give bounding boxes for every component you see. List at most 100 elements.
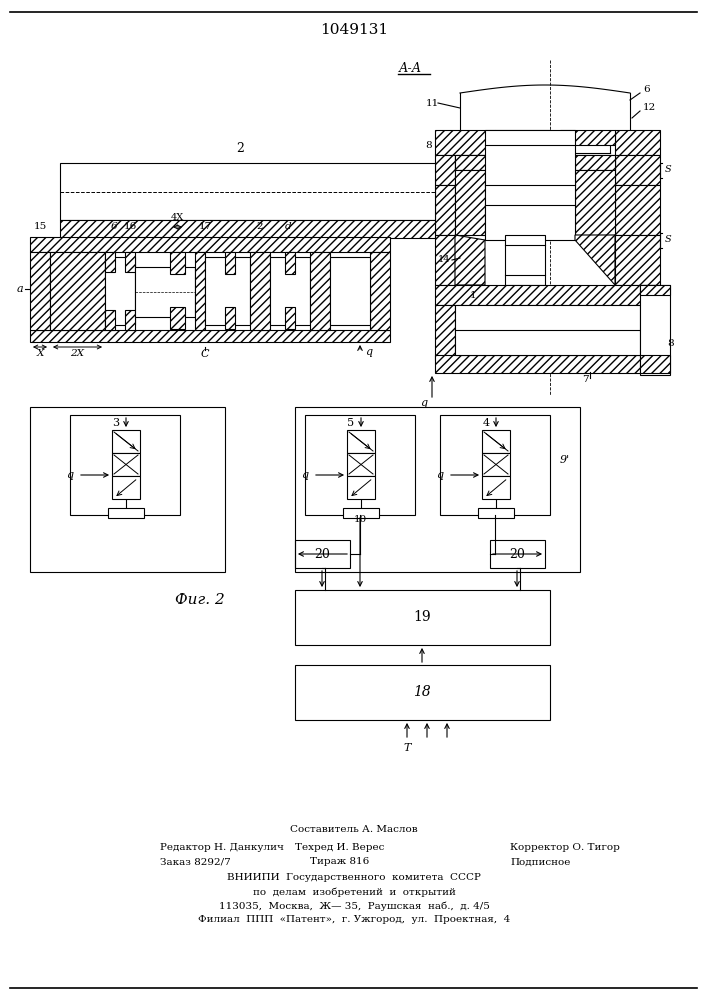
- Bar: [640, 305, 660, 360]
- Text: ВНИИПИ  Государственного  комитета  СССР: ВНИИПИ Государственного комитета СССР: [227, 874, 481, 882]
- Text: q: q: [420, 398, 427, 408]
- Bar: [615, 155, 660, 185]
- Text: 8: 8: [667, 338, 674, 348]
- Polygon shape: [455, 235, 485, 285]
- Bar: [30, 330, 390, 342]
- Bar: [482, 476, 510, 499]
- Bar: [30, 252, 50, 330]
- Text: 20: 20: [314, 548, 330, 560]
- Bar: [435, 235, 455, 285]
- Text: 7: 7: [582, 375, 588, 384]
- Bar: [560, 130, 615, 145]
- Bar: [615, 185, 660, 235]
- Bar: [285, 307, 295, 329]
- Bar: [575, 170, 615, 235]
- Bar: [112, 430, 140, 453]
- Text: 11: 11: [426, 99, 438, 107]
- Bar: [310, 252, 330, 330]
- Bar: [485, 130, 575, 240]
- Text: 10: 10: [354, 516, 367, 524]
- Bar: [575, 155, 615, 170]
- Bar: [440, 415, 550, 515]
- Bar: [343, 508, 379, 518]
- Bar: [482, 453, 510, 476]
- Text: 4X: 4X: [170, 213, 184, 222]
- Text: q: q: [436, 470, 443, 480]
- Bar: [125, 252, 135, 272]
- Text: S: S: [665, 235, 672, 244]
- Text: Составитель А. Маслов: Составитель А. Маслов: [290, 826, 418, 834]
- Text: 1049131: 1049131: [320, 23, 388, 37]
- Text: Тираж 816: Тираж 816: [310, 857, 370, 866]
- Bar: [640, 285, 670, 375]
- Bar: [30, 407, 225, 572]
- Bar: [30, 237, 390, 252]
- Bar: [105, 257, 135, 325]
- Bar: [295, 407, 580, 572]
- Bar: [112, 476, 140, 499]
- Text: q: q: [301, 470, 308, 480]
- Bar: [435, 285, 660, 305]
- Text: по  делам  изобретений  и  открытий: по делам изобретений и открытий: [252, 887, 455, 897]
- Text: 5: 5: [347, 418, 355, 428]
- Bar: [478, 508, 514, 518]
- Bar: [60, 220, 435, 238]
- Text: 2: 2: [236, 141, 244, 154]
- Text: 6: 6: [111, 222, 117, 231]
- Bar: [195, 252, 205, 330]
- Bar: [615, 235, 660, 285]
- Text: 4: 4: [482, 418, 489, 428]
- Text: 12: 12: [643, 104, 656, 112]
- Text: 19: 19: [413, 610, 431, 624]
- Text: Подписное: Подписное: [510, 857, 571, 866]
- Bar: [347, 453, 375, 476]
- Bar: [105, 310, 115, 330]
- Bar: [125, 310, 135, 330]
- Bar: [435, 155, 455, 185]
- Text: Заказ 8292/7: Заказ 8292/7: [160, 857, 230, 866]
- Bar: [295, 590, 550, 645]
- Bar: [60, 163, 435, 220]
- Text: 15: 15: [33, 222, 47, 231]
- Polygon shape: [575, 235, 615, 285]
- Bar: [205, 257, 250, 325]
- Bar: [455, 155, 615, 170]
- Bar: [347, 476, 375, 499]
- Bar: [370, 252, 390, 330]
- Bar: [455, 155, 495, 170]
- Text: 9': 9': [560, 455, 570, 465]
- Text: 113035,  Москва,  Ж— 35,  Раушская  наб.,  д. 4/5: 113035, Москва, Ж— 35, Раушская наб., д.…: [218, 901, 489, 911]
- Text: Фиг. 2: Фиг. 2: [175, 593, 225, 607]
- Bar: [250, 252, 270, 330]
- Bar: [108, 508, 144, 518]
- Text: q: q: [66, 470, 73, 480]
- Bar: [455, 305, 640, 355]
- Bar: [135, 267, 195, 317]
- Text: 6: 6: [643, 86, 650, 95]
- Text: 8: 8: [426, 140, 432, 149]
- Bar: [495, 130, 550, 145]
- Bar: [640, 355, 670, 373]
- Bar: [105, 252, 115, 272]
- Bar: [285, 252, 295, 274]
- Bar: [482, 430, 510, 453]
- Text: d: d: [285, 222, 291, 231]
- Text: 3: 3: [112, 418, 119, 428]
- Text: 20: 20: [509, 548, 525, 560]
- Bar: [50, 252, 105, 330]
- Text: a: a: [16, 284, 23, 294]
- Bar: [455, 170, 485, 235]
- Bar: [225, 252, 235, 274]
- Bar: [270, 257, 310, 325]
- Bar: [505, 235, 545, 285]
- Bar: [170, 307, 185, 329]
- Bar: [347, 430, 375, 453]
- Text: Техред И. Верес: Техред И. Верес: [296, 844, 385, 852]
- Bar: [435, 185, 455, 235]
- Text: C: C: [201, 349, 209, 359]
- Bar: [225, 307, 235, 329]
- Bar: [435, 355, 660, 373]
- Bar: [490, 540, 545, 568]
- Text: Корректор О. Тигор: Корректор О. Тигор: [510, 844, 620, 852]
- Bar: [70, 415, 180, 515]
